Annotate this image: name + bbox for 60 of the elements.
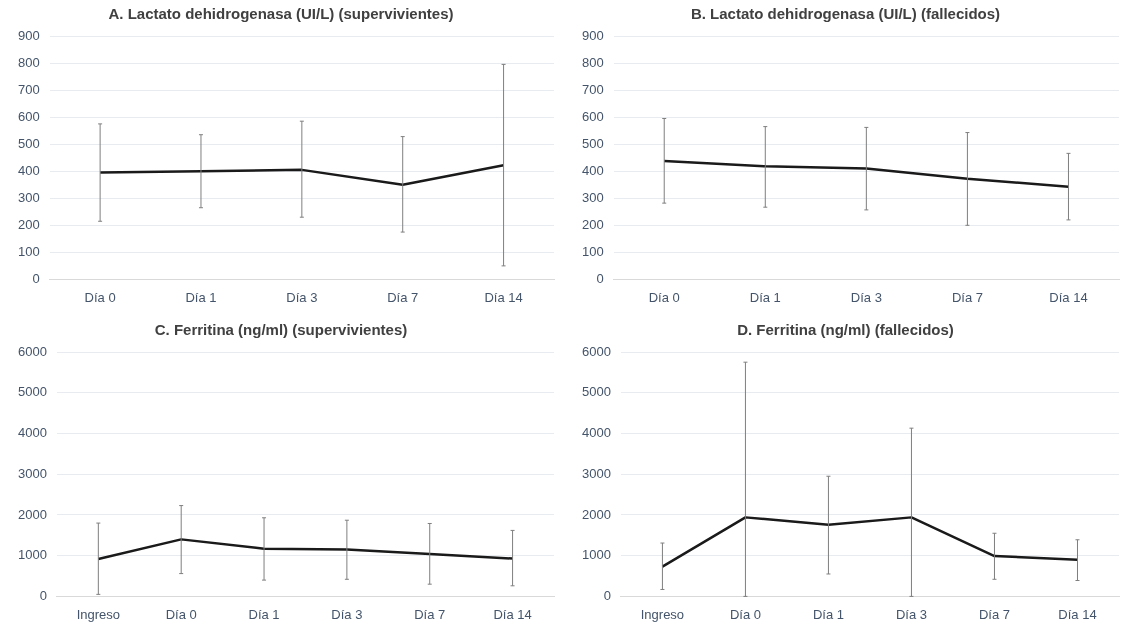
y-tick-label: 3000 [18, 465, 47, 481]
y-tick-label: 0 [603, 587, 611, 603]
y-tick-label: 0 [39, 587, 47, 603]
y-tick-label: 0 [32, 270, 40, 286]
y-tick-label: 200 [581, 216, 604, 232]
y-tick-label: 100 [17, 243, 40, 259]
x-tick-label: Día 1 [812, 606, 844, 622]
y-tick-label: 600 [581, 108, 604, 124]
y-tick-label: 200 [17, 216, 40, 232]
y-tick-label: 3000 [582, 465, 611, 481]
chart-title: C. Ferritina (ng/ml) (supervivientes) [154, 321, 408, 339]
x-tick-label: Día 3 [850, 289, 882, 305]
x-tick-label: Día 3 [286, 289, 318, 305]
x-tick-label: Día 7 [414, 606, 446, 622]
y-tick-label: 6000 [18, 343, 47, 359]
chart-title: B. Lactato dehidrogenasa (UI/L) (fallecidos) [690, 5, 1001, 23]
x-tick-label: Día 7 [951, 289, 983, 305]
y-tick-label: 4000 [18, 425, 47, 441]
y-tick-label: 5000 [582, 384, 611, 400]
y-tick-label: 900 [17, 27, 40, 43]
y-tick-label: 1000 [18, 547, 47, 563]
y-tick-label: 300 [17, 189, 40, 205]
x-tick-label: Día 7 [387, 289, 419, 305]
y-tick-label: 600 [17, 108, 40, 124]
y-tick-label: 500 [17, 135, 40, 151]
x-tick-label: Día 14 [484, 289, 523, 305]
x-tick-label: Día 0 [165, 606, 197, 622]
y-tick-label: 400 [17, 162, 40, 178]
x-tick-label: Ingreso [76, 606, 121, 622]
x-tick-label: Día 14 [1049, 289, 1088, 305]
x-tick-label: Día 0 [729, 606, 761, 622]
y-tick-label: 300 [581, 189, 604, 205]
x-tick-label: Día 3 [331, 606, 363, 622]
y-tick-label: 100 [581, 243, 604, 259]
x-tick-label: Día 0 [84, 289, 116, 305]
x-tick-label: Ingreso [640, 606, 685, 622]
y-tick-label: 1000 [582, 547, 611, 563]
x-tick-label: Día 1 [749, 289, 781, 305]
x-tick-label: Día 1 [185, 289, 217, 305]
y-tick-label: 2000 [18, 506, 47, 522]
y-tick-label: 500 [581, 135, 604, 151]
y-tick-label: 900 [581, 27, 604, 43]
x-tick-label: Día 14 [1058, 606, 1097, 622]
y-tick-label: 6000 [582, 343, 611, 359]
chart-title: D. Ferritina (ng/ml) (fallecidos) [737, 321, 954, 339]
y-tick-label: 5000 [18, 384, 47, 400]
y-tick-label: 700 [581, 81, 604, 97]
y-tick-label: 0 [596, 270, 604, 286]
x-tick-label: Día 14 [493, 606, 532, 622]
y-tick-label: 4000 [582, 425, 611, 441]
chart-title: A. Lactato dehidrogenasa (UI/L) (supervivientes) [108, 5, 454, 23]
x-tick-label: Día 7 [978, 606, 1011, 622]
x-tick-label: Día 0 [648, 289, 680, 305]
y-tick-label: 2000 [582, 506, 611, 522]
x-tick-label: Día 3 [895, 606, 928, 622]
y-tick-label: 800 [17, 54, 40, 70]
y-tick-label: 700 [17, 81, 40, 97]
y-tick-label: 400 [581, 162, 604, 178]
x-tick-label: Día 1 [248, 606, 280, 622]
y-tick-label: 800 [581, 54, 604, 70]
